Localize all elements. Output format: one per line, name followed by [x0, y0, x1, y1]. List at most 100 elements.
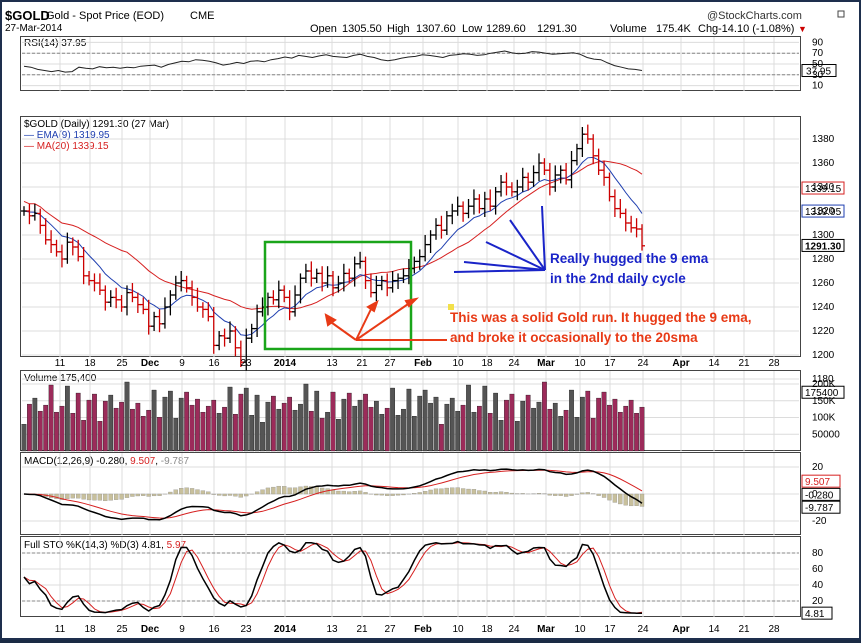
macd-hist-bar [98, 494, 102, 500]
macd-hist-bar [537, 493, 541, 494]
price-tick: 1380 [812, 134, 835, 145]
volume-bar [531, 408, 535, 451]
x-tick-label: 18 [481, 624, 493, 635]
exchange: CME [190, 10, 214, 22]
x-tick-label: 24 [508, 358, 520, 369]
x-tick-label: 14 [708, 624, 720, 635]
macd-tick: 0 [812, 489, 818, 500]
volume-bar [249, 415, 253, 451]
x-tick-label: 13 [326, 624, 338, 635]
volume-bar [27, 404, 31, 451]
macd-hist-bar [450, 488, 454, 494]
volume-bar [602, 392, 606, 451]
volume-bar [634, 413, 638, 451]
x-tick-label: Mar [537, 624, 555, 635]
macd-hist-bar [429, 490, 433, 494]
volume-bar [493, 393, 497, 451]
volume-bar [217, 413, 221, 451]
macd-hist-bar [461, 489, 465, 494]
volume-bar [401, 409, 405, 451]
volume-bar [445, 404, 449, 451]
macd-hist-bar [320, 488, 324, 494]
volume-bar [266, 402, 270, 451]
volume-bar [304, 384, 308, 451]
x-tick-label: 28 [768, 358, 780, 369]
macd-hist-bar [206, 492, 210, 494]
macd-hist-bar [418, 492, 422, 494]
volume-bar [439, 424, 443, 451]
sto-label: Full STO %K(14,3) %D(3) 4.81, 5.97 [24, 540, 187, 551]
macd-hist-bar [586, 492, 590, 494]
ohlc-low-label: Low [462, 23, 482, 35]
volume-bar [548, 409, 552, 451]
x-tick-label: 17 [604, 358, 616, 369]
macd-hist-bar [71, 494, 75, 498]
volume-bar [510, 394, 514, 451]
macd-hist-bar [179, 488, 183, 494]
symbol: $GOLD [5, 8, 50, 23]
watermark: @StockCharts.com [707, 10, 802, 22]
ohlc-high: 1307.60 [416, 23, 456, 35]
volume-bar [157, 417, 161, 451]
rsi-tick: 70 [812, 48, 824, 59]
x-tick-label: Feb [414, 358, 432, 369]
volume-bar [564, 410, 568, 451]
rsi-tick: 30 [812, 70, 824, 81]
annotation-ema-line1: Really hugged the 9 ema [550, 251, 709, 266]
volume-bar [228, 387, 232, 451]
volume-bar [184, 392, 188, 451]
macd-hist-bar [82, 494, 86, 499]
macd-hist-bar [76, 494, 80, 498]
chart-date: 27-Mar-2014 [5, 23, 63, 34]
macd-hist-bar [336, 491, 340, 494]
volume-tick: 200K [812, 379, 836, 390]
x-tick-label: 28 [768, 624, 780, 635]
macd-hist-bar [499, 492, 503, 494]
volume-tick: 50000 [812, 429, 840, 440]
chg-label: Chg [698, 23, 718, 35]
macd-tick: -20 [812, 516, 827, 527]
volume-bar [385, 408, 389, 451]
volume-bar [347, 393, 351, 451]
x-tick-label: 13 [326, 358, 338, 369]
macd-hist-bar [472, 489, 476, 494]
x-tick-label: 18 [481, 358, 493, 369]
volume-bar [255, 395, 259, 451]
yellow-marker [448, 304, 454, 310]
price-tick: 1340 [812, 182, 835, 193]
macd-hist-bar [239, 494, 243, 497]
volume-bar [390, 388, 394, 451]
sto-k-line [24, 542, 642, 614]
volume-bar [591, 418, 595, 451]
volume-bar [92, 394, 96, 451]
expand-icon[interactable] [838, 11, 844, 17]
annotation-run-line2: and broke it occasionally to the 20sma [450, 330, 698, 345]
macd-hist-bar [439, 489, 443, 494]
volume-bar [293, 410, 297, 451]
macd-hist-bar [136, 494, 140, 496]
macd-hist-bar [233, 494, 237, 496]
volume-series: 175400 [22, 382, 844, 451]
volume-bar [87, 400, 91, 451]
volume-bar [434, 397, 438, 451]
x-tick-label: 21 [738, 624, 750, 635]
volume-bar [287, 397, 291, 451]
volume-bar [499, 420, 503, 451]
volume-bar [537, 402, 541, 451]
volume-bar [374, 401, 378, 451]
volume-bar [315, 391, 319, 451]
chart-header: $GOLD Gold - Spot Price (EOD) CME 27-Mar… [5, 8, 844, 35]
volume-bar [320, 418, 324, 451]
volume-bar [607, 405, 611, 451]
ohlc-close: 1291.30 [537, 23, 577, 35]
x-tick-label: 9 [179, 358, 185, 369]
x-tick-label: Dec [141, 624, 160, 635]
volume-bar [466, 385, 470, 451]
volume-bar [277, 409, 281, 451]
volume-bar [586, 391, 590, 451]
macd-hist-bar [385, 494, 389, 496]
volume-bar [114, 408, 118, 451]
macd-hist-bar [271, 487, 275, 494]
price-tick: 1200 [812, 350, 835, 361]
